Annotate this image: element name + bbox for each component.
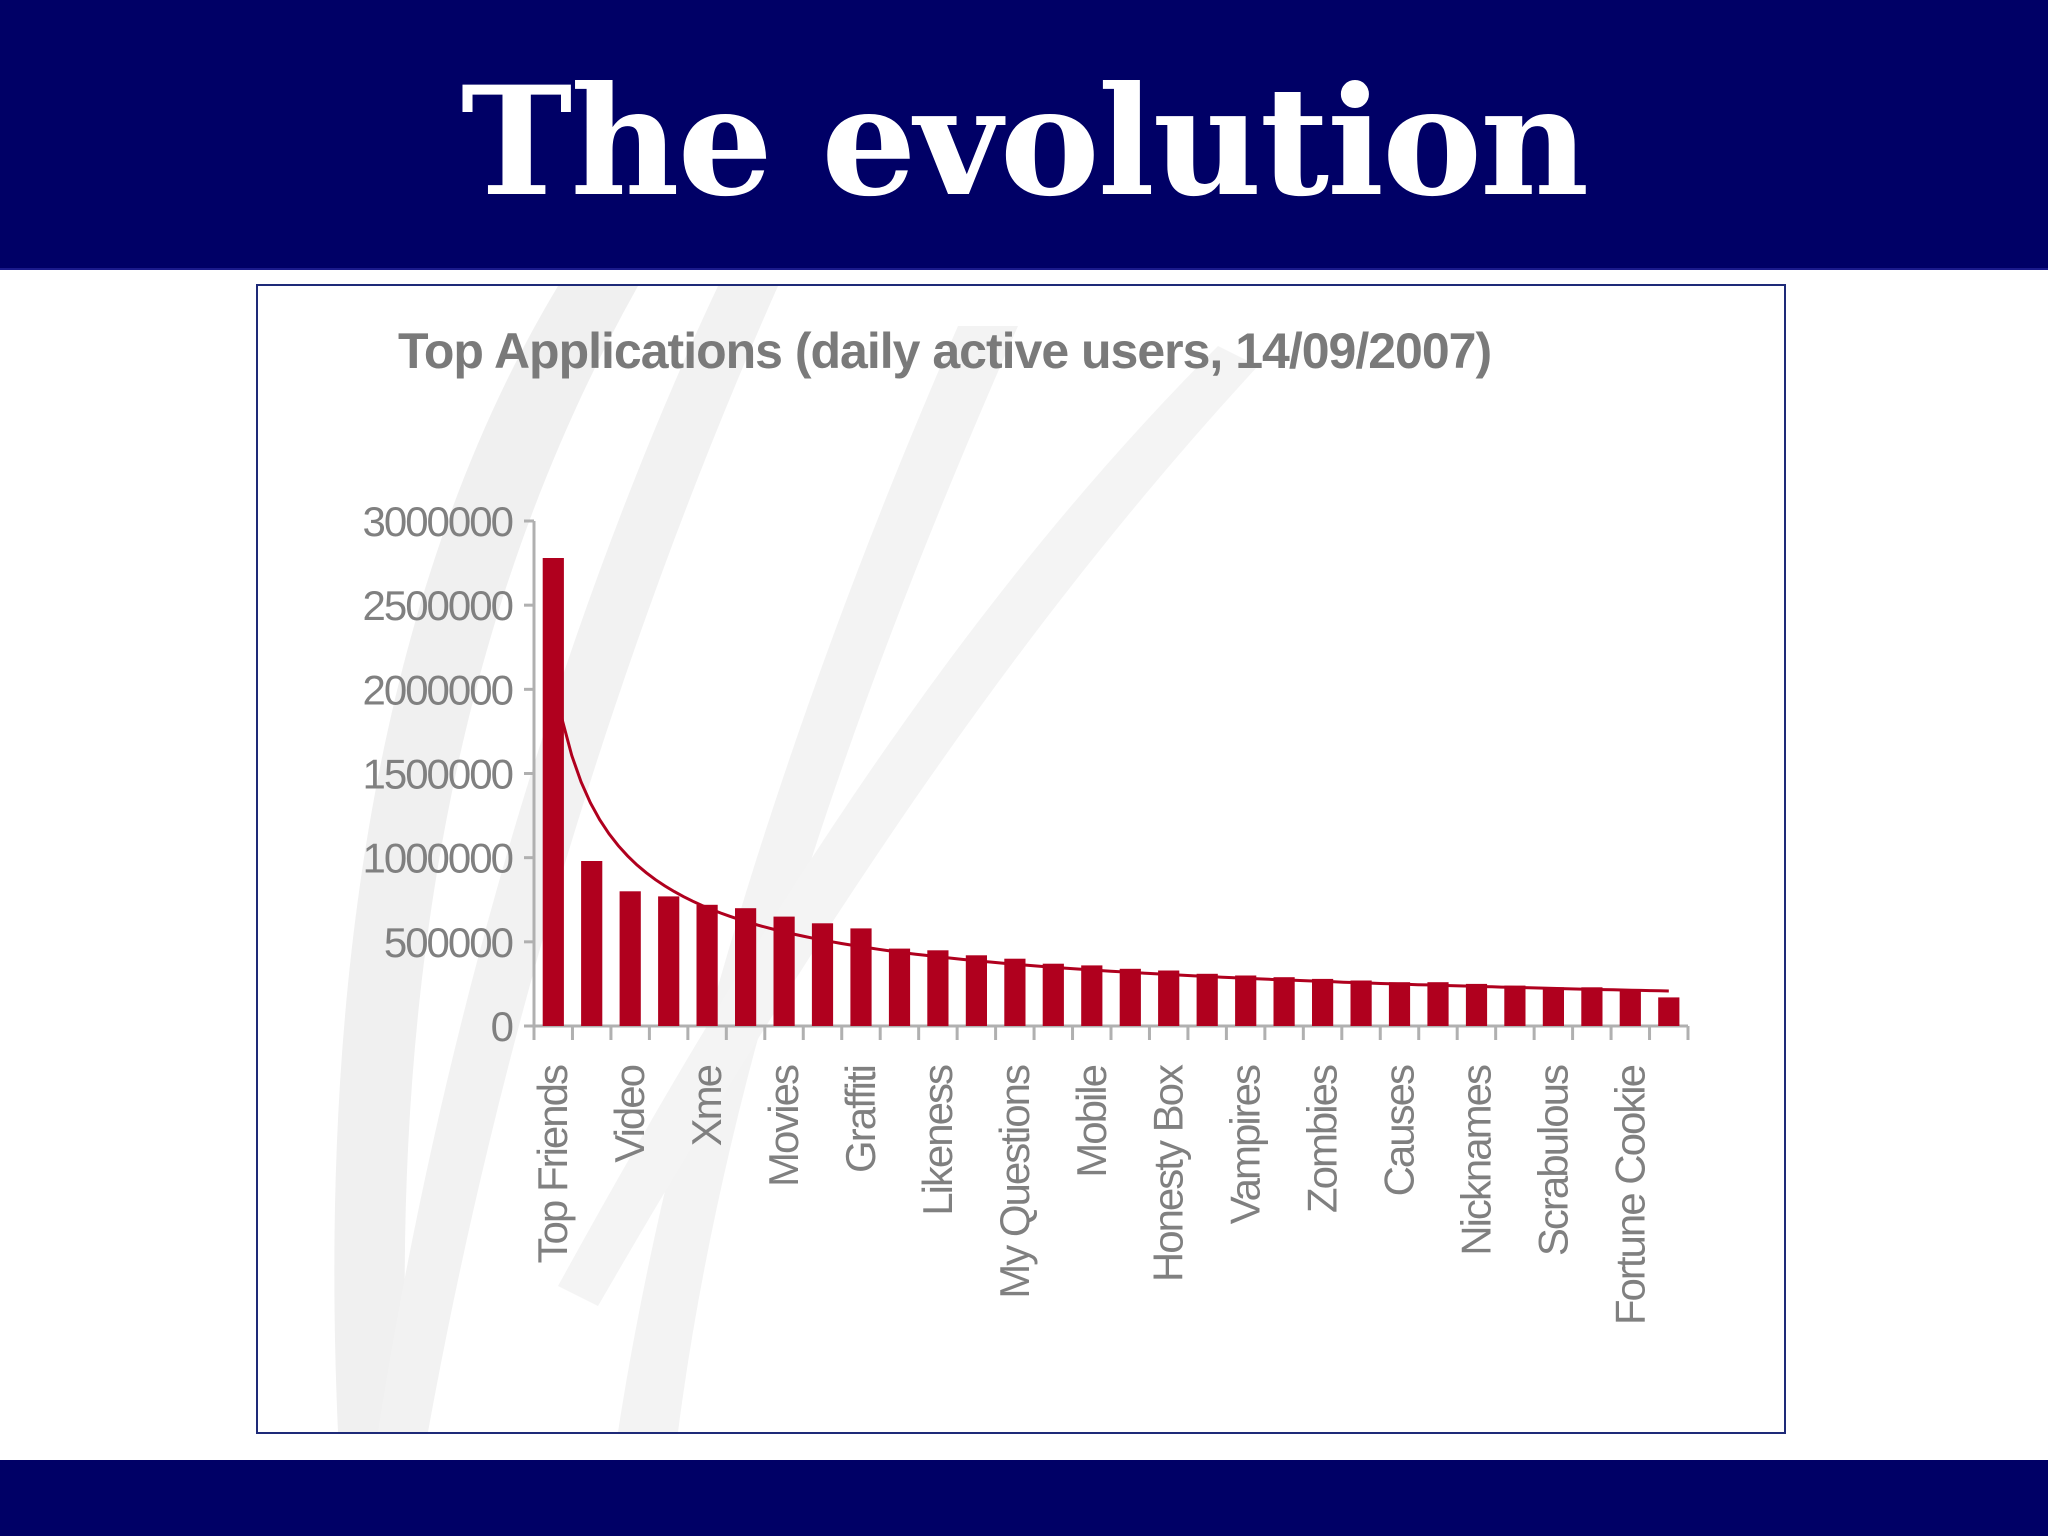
bar bbox=[1619, 989, 1641, 1026]
category-labels: Top Friends Video Xme Movies Graffiti Likenes… bbox=[529, 1064, 1653, 1325]
y-tick-label: 1500000 bbox=[362, 751, 512, 798]
bar bbox=[1350, 980, 1372, 1026]
chart-axes: 0 500000 1000000 1500000 2000000 2500000 30000… bbox=[362, 498, 1690, 1050]
background-swooshes bbox=[334, 286, 1258, 1432]
bar bbox=[619, 891, 641, 1026]
category-label: My Questions bbox=[991, 1065, 1038, 1299]
bar bbox=[658, 896, 680, 1026]
y-tick-label: 500000 bbox=[384, 919, 513, 966]
bar-chart: Top Applications (daily active users, 14… bbox=[334, 286, 1690, 1432]
bar bbox=[1427, 982, 1449, 1026]
y-tick-label: 2000000 bbox=[362, 666, 512, 713]
title-band bbox=[0, 0, 2048, 270]
y-tick-label: 3000000 bbox=[362, 498, 512, 545]
bar bbox=[1081, 965, 1103, 1026]
bar bbox=[1158, 970, 1180, 1026]
category-label: Likeness bbox=[914, 1065, 961, 1216]
bar bbox=[735, 908, 757, 1026]
bar bbox=[542, 558, 564, 1026]
category-label: Fortune Cookie bbox=[1606, 1065, 1653, 1325]
chart-bars bbox=[542, 558, 1680, 1027]
category-label: Xme bbox=[683, 1065, 730, 1146]
y-tick-label: 0 bbox=[491, 1003, 513, 1050]
bar bbox=[811, 923, 834, 1026]
chart-frame: Top Applications (daily active users, 14… bbox=[256, 284, 1786, 1434]
footer-band bbox=[0, 1460, 2048, 1536]
bar bbox=[1196, 973, 1218, 1026]
category-label: Top Friends bbox=[529, 1065, 576, 1263]
category-label: Movies bbox=[760, 1065, 807, 1187]
category-label: Video bbox=[606, 1065, 653, 1162]
category-label: Honesty Box bbox=[1145, 1064, 1192, 1282]
bar bbox=[1542, 987, 1564, 1026]
bar bbox=[1388, 982, 1411, 1026]
bar bbox=[581, 861, 603, 1026]
bar bbox=[1465, 983, 1488, 1026]
y-tick-label: 1000000 bbox=[362, 835, 512, 882]
bar bbox=[850, 928, 872, 1026]
bar bbox=[696, 904, 718, 1026]
y-tick-label: 2500000 bbox=[362, 582, 512, 629]
chart-title: Top Applications (daily active users, 14… bbox=[398, 323, 1491, 379]
bar bbox=[1273, 977, 1295, 1026]
category-label: Zombies bbox=[1299, 1065, 1346, 1213]
category-label: Scrabulous bbox=[1529, 1065, 1576, 1256]
bar bbox=[927, 950, 949, 1027]
category-label: Graffiti bbox=[837, 1066, 884, 1173]
bar bbox=[773, 916, 795, 1026]
slide-title: The evolution bbox=[460, 54, 1589, 230]
category-label: Vampires bbox=[1222, 1065, 1269, 1224]
bar bbox=[1042, 963, 1064, 1026]
bar bbox=[1119, 968, 1141, 1026]
bar bbox=[1312, 978, 1334, 1026]
trend-line bbox=[551, 672, 1669, 993]
bar bbox=[1235, 975, 1257, 1026]
bar bbox=[888, 948, 911, 1026]
category-label: Causes bbox=[1376, 1065, 1423, 1196]
bar bbox=[1504, 985, 1526, 1026]
category-label: Mobile bbox=[1068, 1065, 1115, 1177]
bar bbox=[1004, 958, 1026, 1026]
bar bbox=[1658, 997, 1680, 1026]
category-label: Nicknames bbox=[1452, 1065, 1499, 1256]
bar bbox=[1581, 987, 1603, 1026]
bar bbox=[965, 955, 987, 1026]
